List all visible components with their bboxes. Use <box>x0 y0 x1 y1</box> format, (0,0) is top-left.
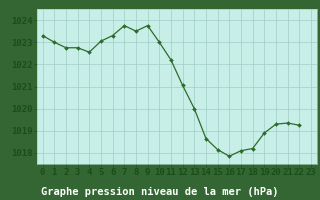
Text: Graphe pression niveau de la mer (hPa): Graphe pression niveau de la mer (hPa) <box>41 187 279 197</box>
